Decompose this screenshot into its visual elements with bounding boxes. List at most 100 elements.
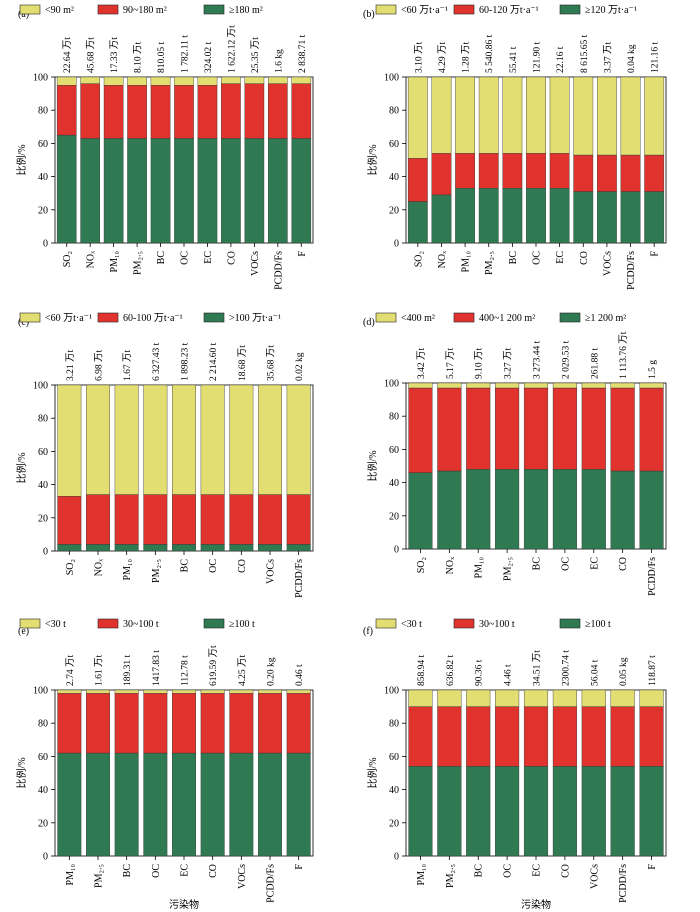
legend-label: <60 万t·a⁻¹: [401, 5, 448, 16]
legend-swatch-green: [203, 312, 225, 323]
total-label: 4.46 t: [504, 664, 514, 686]
total-label: 25.35 万t: [251, 37, 261, 73]
x-tick-label: EC: [180, 864, 191, 877]
bar-segment-green: [610, 766, 635, 857]
x-tick-label: VOCs: [602, 251, 613, 276]
legend-swatch-yellow: [19, 312, 41, 323]
bar-segment-yellow: [523, 382, 549, 389]
bar-segment-green: [408, 472, 433, 550]
bar-segment-red: [610, 387, 635, 472]
legend-swatch-red: [97, 4, 119, 15]
x-tick-label: SO₂: [62, 251, 73, 267]
bar-segment-yellow: [408, 689, 433, 707]
bar-segment-red: [221, 83, 241, 139]
bar-segment-red: [174, 85, 194, 139]
x-tick-label: SO₂: [416, 557, 427, 573]
x-tick-label: PM₂.₅: [484, 251, 495, 275]
total-label: 4.29 万t: [438, 41, 448, 73]
bar-segment-yellow: [244, 76, 265, 84]
bar-segment-green: [127, 138, 147, 244]
legend-label: 400~1 200 m²: [479, 313, 535, 324]
y-tick-label: 100: [384, 73, 399, 84]
x-tick-label: PM₁₀: [65, 863, 76, 885]
bar-segment-red: [229, 494, 254, 545]
bar-segment-yellow: [80, 76, 100, 84]
bar-segment-green: [286, 544, 311, 552]
legend-label: 60-100 万t·a⁻¹: [123, 313, 183, 324]
bar-segment-red: [523, 387, 549, 470]
bar-segment-yellow: [143, 384, 168, 495]
bar-segment-green: [526, 188, 546, 244]
bar-segment-red: [597, 154, 617, 192]
bar-segment-yellow: [581, 382, 606, 389]
bar-segment-yellow: [552, 689, 577, 707]
legend-swatch-red: [453, 618, 475, 629]
bar-segment-red: [526, 153, 546, 189]
legend-swatch-red: [453, 312, 475, 323]
x-tick-label: PM₁₀: [122, 558, 133, 580]
bar-segment-yellow: [172, 689, 196, 694]
panel-label: (e): [18, 626, 29, 637]
legend-swatch-red: [97, 312, 119, 323]
x-tick-label: EC: [555, 251, 566, 264]
bar-segment-green: [573, 191, 594, 244]
y-axis-label: 比例/%: [366, 144, 379, 175]
bar-segment-green: [57, 544, 82, 552]
panel-label: (b): [363, 9, 375, 20]
bar-segment-red: [150, 85, 171, 139]
total-label: 9.10 万t: [475, 347, 485, 379]
bar-segment-red: [495, 706, 520, 767]
y-tick-label: 60: [38, 752, 48, 763]
x-tick-label: VOCs: [266, 559, 277, 584]
x-tick-label: F: [647, 864, 658, 870]
y-tick-label: 40: [38, 172, 48, 183]
total-label: 1.67 万t: [123, 349, 133, 381]
legend-swatch-yellow: [19, 618, 41, 629]
bar-segment-yellow: [86, 689, 110, 694]
legend-label: ≥100 t: [585, 619, 611, 630]
bar-segment-green: [200, 544, 225, 552]
bar-segment-green: [407, 201, 428, 244]
y-tick-label: 40: [38, 785, 48, 796]
bar-segment-red: [143, 494, 168, 545]
panel-label: (f): [363, 626, 373, 637]
y-tick-label: 100: [384, 686, 399, 697]
x-tick-label: SO₂: [413, 251, 424, 267]
bar-segment-yellow: [639, 689, 664, 707]
x-tick-label: NOₓ: [445, 557, 456, 574]
panel-label: (c): [18, 317, 29, 328]
bar-segment-red: [268, 83, 288, 139]
bar-segment-yellow: [597, 76, 617, 156]
x-tick-label: NOₓ: [94, 559, 105, 576]
total-label: 5.17 万t: [446, 347, 456, 379]
bar-segment-red: [620, 154, 641, 192]
bar-segment-yellow: [229, 384, 254, 495]
legend-label: ≥180 m²: [229, 5, 263, 16]
total-label: 112.78 t: [181, 655, 191, 686]
bar-segment-yellow: [221, 76, 241, 84]
x-tick-label: BC: [122, 864, 133, 878]
bar-segment-yellow: [200, 384, 225, 495]
bar-segment-green: [258, 752, 282, 857]
bar-segment-red: [258, 693, 282, 754]
legend-swatch-yellow: [375, 4, 397, 15]
bar-segment-yellow: [286, 689, 311, 694]
bar-segment-yellow: [639, 382, 664, 389]
x-tick-label: OC: [532, 251, 543, 265]
bar-segment-yellow: [114, 689, 139, 694]
x-tick-label: VOCs: [250, 251, 261, 276]
y-tick-label: 100: [33, 381, 48, 392]
total-label: 118.87 t: [648, 655, 658, 686]
bar-segment-green: [143, 544, 168, 552]
bar-segment-red: [86, 494, 110, 545]
y-tick-label: 80: [389, 106, 399, 117]
bar-segment-green: [408, 766, 433, 857]
bar-segment-yellow: [549, 76, 570, 154]
bar-segment-green: [502, 188, 523, 244]
y-axis-label: 比例/%: [15, 757, 28, 788]
bar-segment-yellow: [408, 382, 433, 389]
bar-segment-yellow: [526, 76, 546, 154]
y-tick-label: 0: [394, 239, 399, 250]
bar-segment-red: [244, 83, 265, 139]
legend-label: ≥1 200 m²: [585, 313, 626, 324]
